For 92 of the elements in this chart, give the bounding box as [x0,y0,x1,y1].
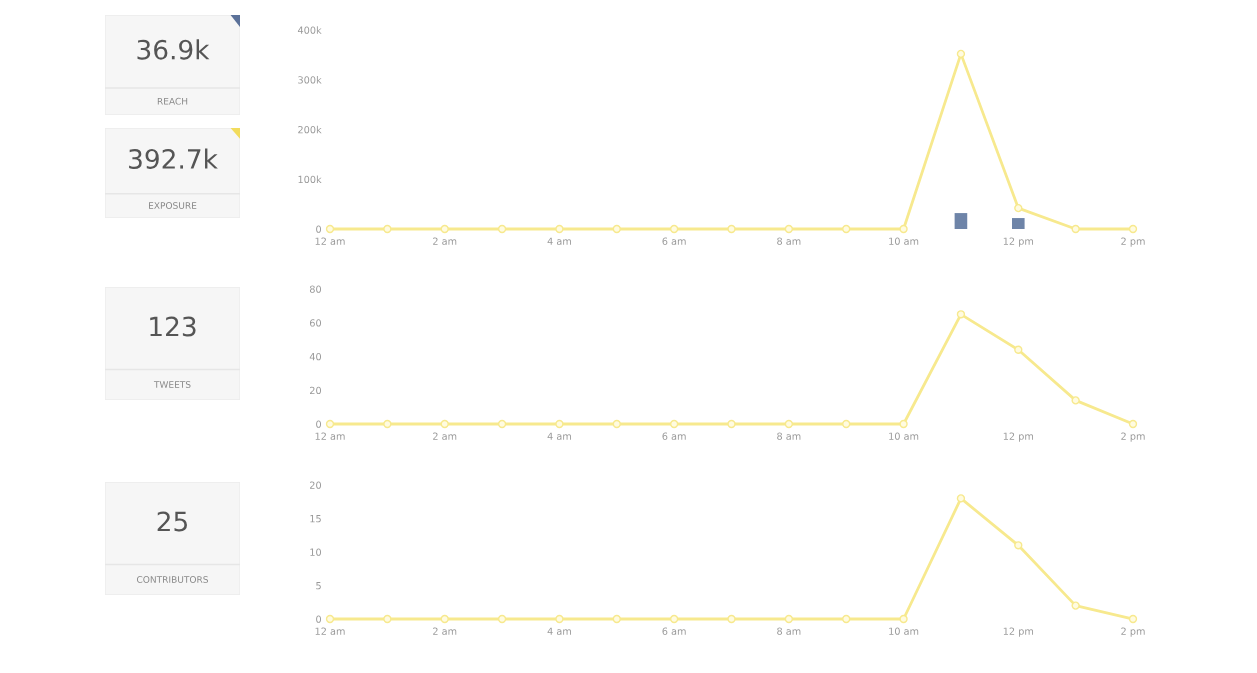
point [1071,396,1080,405]
x-tick-label: 2 pm [1121,627,1145,637]
point [325,419,335,429]
x-tick-label: 12 am [315,432,345,440]
x-tick-label: 4 am [547,432,571,440]
point [1014,345,1023,354]
point [669,419,679,429]
point [1071,601,1080,610]
y-tick-label: 0 [316,225,322,233]
text: TWEETS [153,381,191,388]
x-tick-label: 12 am [315,627,345,635]
x-tick-label: 6 am [662,237,686,245]
x-tick-label: 12 am [315,237,345,245]
point [784,224,794,234]
point [440,224,449,234]
x-tick-label: 2 am [433,237,457,245]
y-tick-label: 400k [297,26,322,34]
point [669,224,679,234]
x-tick-label: 6 am [662,432,686,440]
y-tick-label: 20 [310,481,322,489]
point [555,224,564,234]
text: REACH [157,97,188,105]
point [784,614,794,624]
text: 36.9k [137,39,210,60]
point [899,224,908,234]
x-tick-label: 2 pm [1121,432,1145,442]
y-tick-label: 80 [309,285,322,293]
point [555,614,564,624]
y-tick-label: 60 [309,319,322,327]
y-tick-label: 100k [298,175,322,184]
x-tick-label: 2 am [433,627,457,635]
y-tick-label: 0 [316,615,322,623]
point [440,419,449,429]
y-tick-label: 300k [298,76,322,84]
point [669,614,679,624]
x-tick-label: 10 am [889,237,919,245]
point [1128,419,1138,429]
point [899,614,908,624]
y-tick-label: 200k [298,125,322,134]
x-tick-label: 12 pm [1003,237,1034,247]
x-tick-label: 2 am [433,432,457,440]
point [1128,614,1138,624]
point [956,310,966,319]
point [842,419,851,429]
point [1014,203,1023,213]
point [784,419,794,429]
x-tick-label: 2 pm [1121,237,1145,247]
point [497,419,507,429]
point [1014,541,1023,550]
point [727,419,736,429]
point [956,494,966,503]
x-tick-label: 10 am [889,432,919,440]
point [325,224,335,234]
point [899,419,908,429]
text: CONTRIBUTORS [136,576,209,583]
y-tick-label: 40 [309,352,322,361]
point [842,614,851,624]
x-tick-label: 12 pm [1003,432,1034,442]
point [612,224,621,234]
point [555,419,564,429]
x-tick-label: 6 am [662,627,686,635]
point [383,224,392,234]
y-tick-label: 10 [310,548,322,556]
x-tick-label: 8 am [777,432,801,440]
point [612,614,621,624]
point [727,614,736,624]
point [383,419,392,429]
point [727,224,736,234]
y-tick-label: 5 [316,582,321,590]
point [325,614,335,624]
point [1128,224,1138,234]
text: 123 [150,316,196,337]
x-tick-label: 10 am [889,627,919,635]
y-tick-label: 20 [310,386,322,395]
x-tick-label: 8 am [777,237,801,245]
x-tick-label: 8 am [777,627,801,635]
text: EXPOSURE [149,202,197,209]
text: 25 [157,511,187,532]
point [842,224,851,234]
point [1071,224,1080,234]
y-tick-label: 0 [316,420,322,428]
x-tick-label: 4 am [547,237,571,245]
point [497,614,507,624]
point [612,419,621,429]
point [497,224,507,234]
x-tick-label: 12 pm [1003,627,1034,637]
text: 392.7k [129,148,218,169]
y-tick-label: 15 [310,515,321,523]
point [956,49,966,59]
x-tick-label: 4 am [547,627,571,635]
point [440,614,449,624]
point [383,614,392,624]
